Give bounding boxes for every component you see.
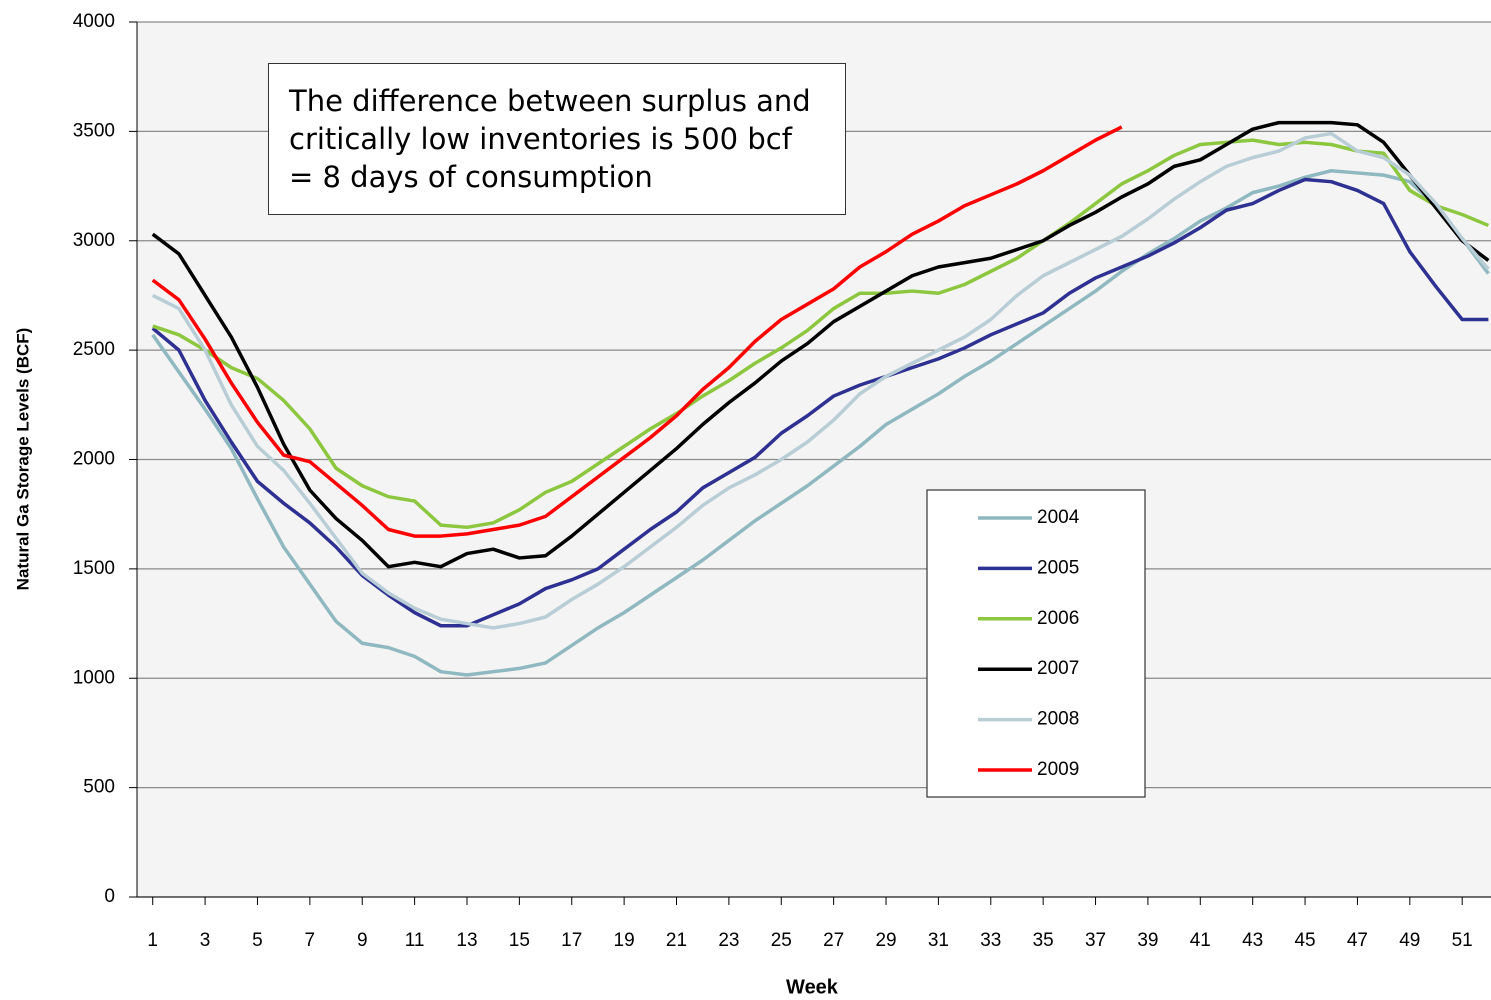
x-tick-label: 13 bbox=[456, 930, 477, 951]
y-tick-label: 3000 bbox=[73, 230, 115, 251]
legend-box bbox=[926, 489, 1146, 798]
y-tick-label: 4000 bbox=[73, 11, 115, 32]
annotation: The difference between surplus and criti… bbox=[268, 63, 846, 215]
legend-label: 2008 bbox=[1037, 709, 1079, 730]
y-tick-label: 0 bbox=[104, 886, 115, 907]
x-tick-label: 37 bbox=[1085, 930, 1106, 951]
legend-label: 2009 bbox=[1037, 759, 1079, 780]
x-tick-label: 31 bbox=[928, 930, 949, 951]
x-axis-label: Week bbox=[786, 976, 839, 998]
x-tick-label: 33 bbox=[980, 930, 1001, 951]
y-tick-label: 1500 bbox=[73, 558, 115, 579]
x-tick-label: 7 bbox=[305, 930, 316, 951]
x-tick-label: 47 bbox=[1347, 930, 1368, 951]
legend-label: 2005 bbox=[1037, 557, 1079, 578]
series-line bbox=[151, 169, 1490, 677]
series-line bbox=[152, 138, 1490, 530]
legend-label: 2007 bbox=[1037, 658, 1079, 679]
x-tick-label: 1 bbox=[147, 930, 158, 951]
x-tick-label: 21 bbox=[666, 930, 687, 951]
x-tick-label: 15 bbox=[509, 930, 530, 951]
x-tick-label: 39 bbox=[1137, 930, 1158, 951]
x-tick-label: 27 bbox=[823, 930, 844, 951]
x-tick-label: 19 bbox=[614, 930, 635, 951]
series-line bbox=[151, 125, 1123, 538]
x-tick-label: 35 bbox=[1033, 930, 1054, 951]
y-tick-label: 2000 bbox=[73, 449, 115, 470]
legend-label: 2004 bbox=[1037, 507, 1080, 528]
x-tick-label: 29 bbox=[875, 930, 896, 951]
x-tick-label: 11 bbox=[405, 930, 425, 951]
x-tick-label: 25 bbox=[771, 930, 792, 951]
y-tick-label: 1000 bbox=[73, 667, 115, 688]
x-tick-label: 5 bbox=[252, 930, 263, 951]
y-axis-label: Natural Ga Storage Levels (BCF) bbox=[13, 328, 32, 591]
x-tick-label: 41 bbox=[1190, 930, 1211, 951]
x-tick-label: 3 bbox=[200, 930, 211, 951]
series-line bbox=[151, 131, 1490, 630]
y-tick-label: 500 bbox=[83, 777, 115, 798]
series-line bbox=[151, 120, 1490, 569]
x-tick-label: 9 bbox=[357, 930, 368, 951]
x-tick-label: 51 bbox=[1452, 930, 1473, 951]
y-tick-label: 3500 bbox=[73, 120, 115, 141]
x-tick-label: 17 bbox=[561, 930, 582, 951]
x-tick-label: 43 bbox=[1242, 930, 1263, 951]
y-tick-label: 2500 bbox=[73, 339, 115, 360]
x-tick-label: 23 bbox=[718, 930, 739, 951]
legend-label: 2006 bbox=[1037, 608, 1079, 629]
x-tick-label: 45 bbox=[1294, 930, 1315, 951]
x-tick-label: 49 bbox=[1399, 930, 1420, 951]
